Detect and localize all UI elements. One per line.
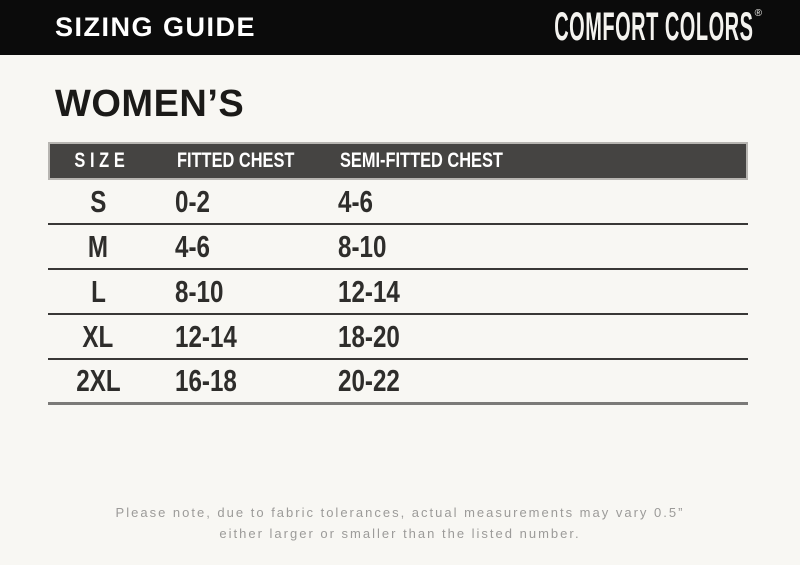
brand-name: COMFORT COLORS xyxy=(554,5,754,49)
table-row: S 0-2 4-6 xyxy=(48,180,748,225)
table-row: 2XL 16-18 20-22 xyxy=(48,360,748,405)
sizing-table: SIZE FITTED CHEST SEMI-FITTED CHEST S 0-… xyxy=(48,142,748,405)
cell-semi-fitted-chest: 18-20 xyxy=(338,318,400,354)
table-row: L 8-10 12-14 xyxy=(48,270,748,315)
page-title: SIZING GUIDE xyxy=(55,12,257,42)
top-bar: SIZING GUIDE COMFORT COLORS ® xyxy=(0,0,800,55)
footer-note: Please note, due to fabric tolerances, a… xyxy=(0,502,800,544)
brand-logo: COMFORT COLORS ® xyxy=(355,0,762,55)
cell-semi-fitted-chest: 8-10 xyxy=(338,228,387,264)
cell-semi-fitted-chest: 4-6 xyxy=(338,183,373,219)
cell-semi-fitted-chest: 20-22 xyxy=(338,363,400,398)
cell-semi-fitted-chest: 12-14 xyxy=(338,273,400,309)
cell-size: M xyxy=(87,228,109,264)
section-title: WOMEN’S xyxy=(55,83,245,125)
cell-fitted-chest: 4-6 xyxy=(175,228,210,264)
table-row: XL 12-14 18-20 xyxy=(48,315,748,360)
column-header-size: SIZE xyxy=(73,149,130,172)
column-header-semi-fitted-chest: SEMI-FITTED CHEST xyxy=(340,149,503,172)
cell-size: S xyxy=(89,183,107,219)
table-header-row: SIZE FITTED CHEST SEMI-FITTED CHEST xyxy=(48,142,748,180)
footer-note-line2: either larger or smaller than the listed… xyxy=(219,526,581,541)
sizing-guide-page: SIZING GUIDE COMFORT COLORS ® WOMEN’S SIZ… xyxy=(0,0,800,544)
cell-size: L xyxy=(90,273,106,309)
cell-fitted-chest: 0-2 xyxy=(175,183,210,219)
footer-note-line1: Please note, due to fabric tolerances, a… xyxy=(115,505,685,520)
cell-fitted-chest: 12-14 xyxy=(175,318,237,354)
table-row: M 4-6 8-10 xyxy=(48,225,748,270)
cell-fitted-chest: 16-18 xyxy=(175,363,237,398)
registered-trademark-icon: ® xyxy=(754,8,762,19)
cell-size: XL xyxy=(82,318,114,354)
column-header-fitted-chest: FITTED CHEST xyxy=(177,149,295,172)
main-content: WOMEN’S SIZE FITTED CHEST SEMI-FITTED CH… xyxy=(0,81,800,544)
cell-fitted-chest: 8-10 xyxy=(175,273,224,309)
cell-size: 2XL xyxy=(75,363,121,398)
